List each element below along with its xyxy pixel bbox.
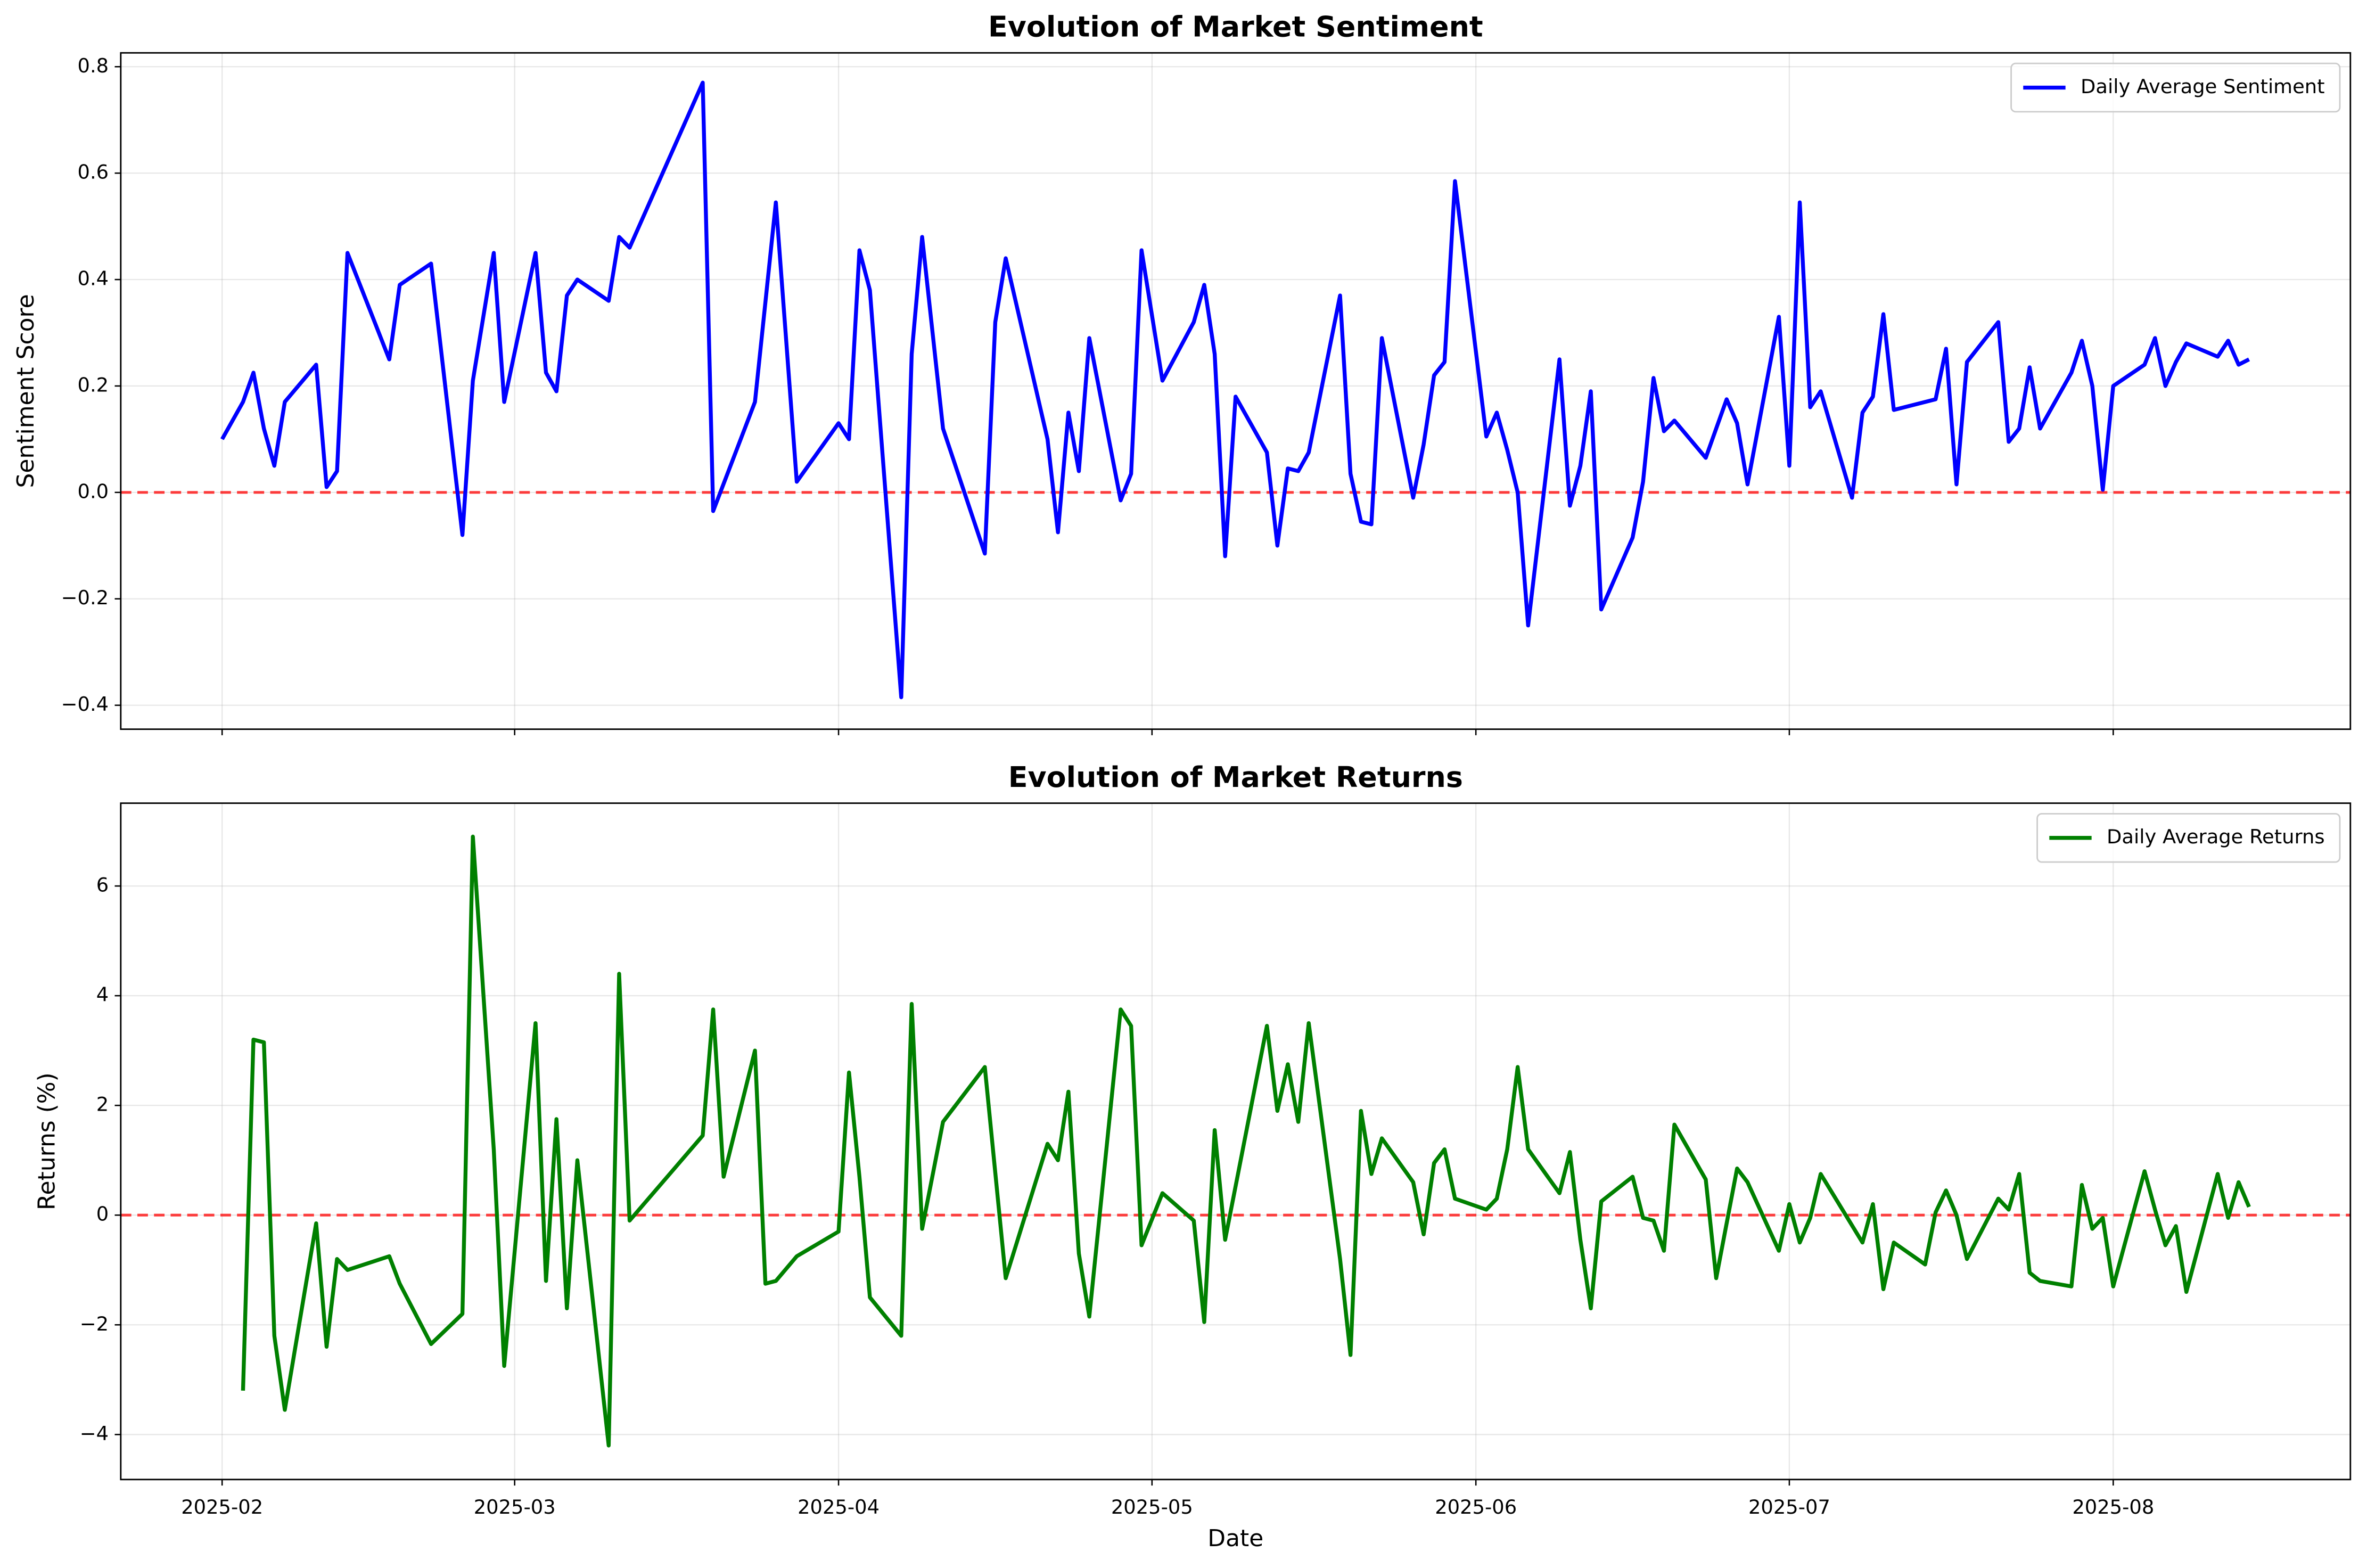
x-tick-label: 2025-05: [1111, 1496, 1193, 1518]
y-tick-label: −0.2: [61, 586, 109, 609]
y-tick-label: 0.8: [78, 54, 109, 77]
series-group: [220, 80, 2250, 700]
y-tick-label: 2: [96, 1093, 109, 1116]
series-group: [241, 834, 2251, 1448]
y-tick-label: −4: [80, 1422, 109, 1445]
x-axis-label: Date: [1207, 1525, 1263, 1552]
plot-area: [120, 803, 2350, 1480]
x-tick-label: 2025-04: [798, 1496, 880, 1518]
y-tick-label: 0.2: [78, 373, 109, 396]
x-tick-label: 2025-02: [181, 1496, 263, 1518]
y-tick-label: 0.6: [78, 161, 109, 184]
y-tick-label: 0.0: [78, 480, 109, 503]
plot-frame: [120, 802, 2352, 1481]
plot-area: [120, 53, 2350, 729]
legend-box: [2036, 812, 2341, 863]
x-tick-label: 2025-08: [2072, 1496, 2154, 1518]
y-axis-label: Sentiment Score: [12, 294, 39, 488]
series-line: [241, 834, 2251, 1448]
legend-label: Daily Average Returns: [2107, 825, 2325, 848]
y-tick-label: 4: [96, 983, 109, 1006]
chart-title: Evolution of Market Sentiment: [988, 10, 1483, 44]
x-tick-label: 2025-06: [1435, 1496, 1517, 1518]
y-tick-label: −0.4: [61, 693, 109, 716]
legend: Daily Average Sentiment: [2010, 62, 2341, 113]
y-tick-label: 6: [96, 874, 109, 897]
y-axis-label: Returns (%): [34, 1072, 61, 1210]
x-tick-label: 2025-07: [1748, 1496, 1830, 1518]
legend-label: Daily Average Sentiment: [2081, 75, 2325, 98]
x-tick-label: 2025-03: [474, 1496, 556, 1518]
legend: Daily Average Returns: [2036, 812, 2341, 863]
y-tick-label: 0: [96, 1203, 109, 1226]
legend-box: [2010, 62, 2341, 113]
chart-title: Evolution of Market Returns: [1008, 760, 1463, 794]
plot-frame: [120, 52, 2352, 730]
series-line: [220, 80, 2250, 700]
y-tick-label: −2: [80, 1312, 109, 1335]
y-tick-label: 0.4: [78, 267, 109, 290]
